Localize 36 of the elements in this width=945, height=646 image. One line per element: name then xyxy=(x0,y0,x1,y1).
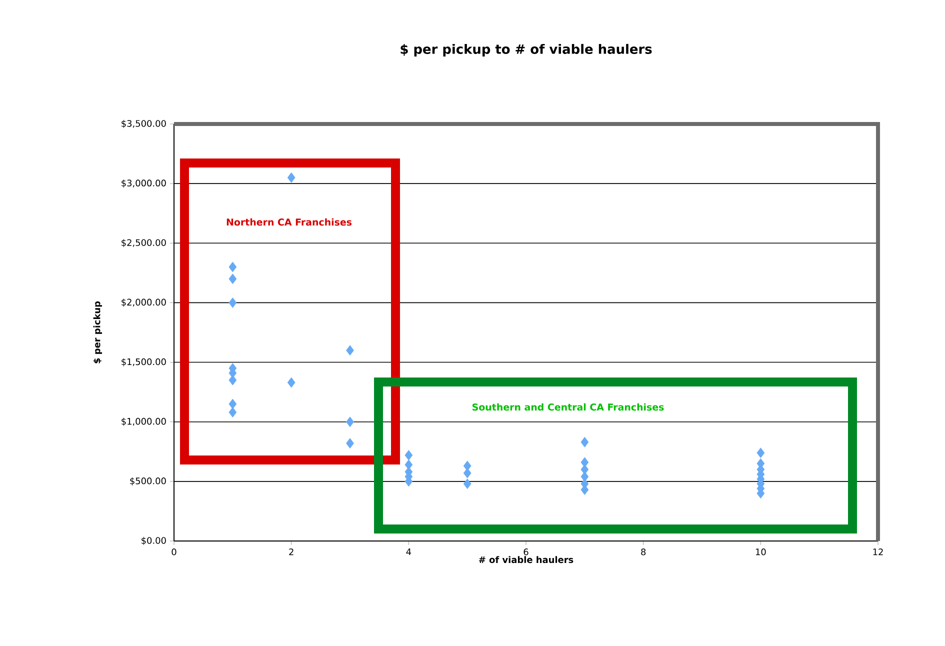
point xyxy=(404,450,413,460)
point xyxy=(228,262,237,272)
y-tick-label: $2,500.00 xyxy=(122,239,166,248)
annotation: Southern and Central CA Franchises xyxy=(472,403,664,411)
y-tick-label: $2,000.00 xyxy=(122,298,166,307)
chart-title: $ per pickup to # of viable haulers xyxy=(400,44,652,56)
point xyxy=(463,468,472,478)
point xyxy=(228,398,237,410)
point xyxy=(346,438,354,448)
point xyxy=(346,345,354,356)
y-tick-label: $3,000.00 xyxy=(122,179,166,188)
point xyxy=(287,172,296,183)
y-tick-label: $3,500.00 xyxy=(122,120,166,128)
y-tick-label: $0.00 xyxy=(142,536,166,546)
annotation: Northern CA Franchises xyxy=(226,218,352,226)
y-tick-label: $500.00 xyxy=(130,477,166,486)
point xyxy=(463,478,472,489)
x-tick-label: 6 xyxy=(524,548,528,556)
point xyxy=(228,297,237,308)
x-axis-title: # of viable haulers xyxy=(479,556,574,564)
y-axis-title: $ per pickup xyxy=(93,301,102,364)
y-tick-label: $1,500.00 xyxy=(122,358,166,366)
x-tick-label: 10 xyxy=(756,548,766,556)
x-tick-label: 2 xyxy=(289,548,294,556)
x-tick-label: 12 xyxy=(873,548,883,556)
point xyxy=(756,448,765,458)
x-tick-label: 4 xyxy=(406,548,412,556)
y-tick-label: $1,000.00 xyxy=(122,418,166,426)
point xyxy=(228,407,237,418)
point xyxy=(287,377,296,388)
x-tick-label: 0 xyxy=(172,548,176,556)
point xyxy=(346,416,354,428)
x-tick-label: 8 xyxy=(641,548,646,556)
point xyxy=(580,436,589,448)
point xyxy=(404,460,413,470)
point xyxy=(228,274,237,284)
